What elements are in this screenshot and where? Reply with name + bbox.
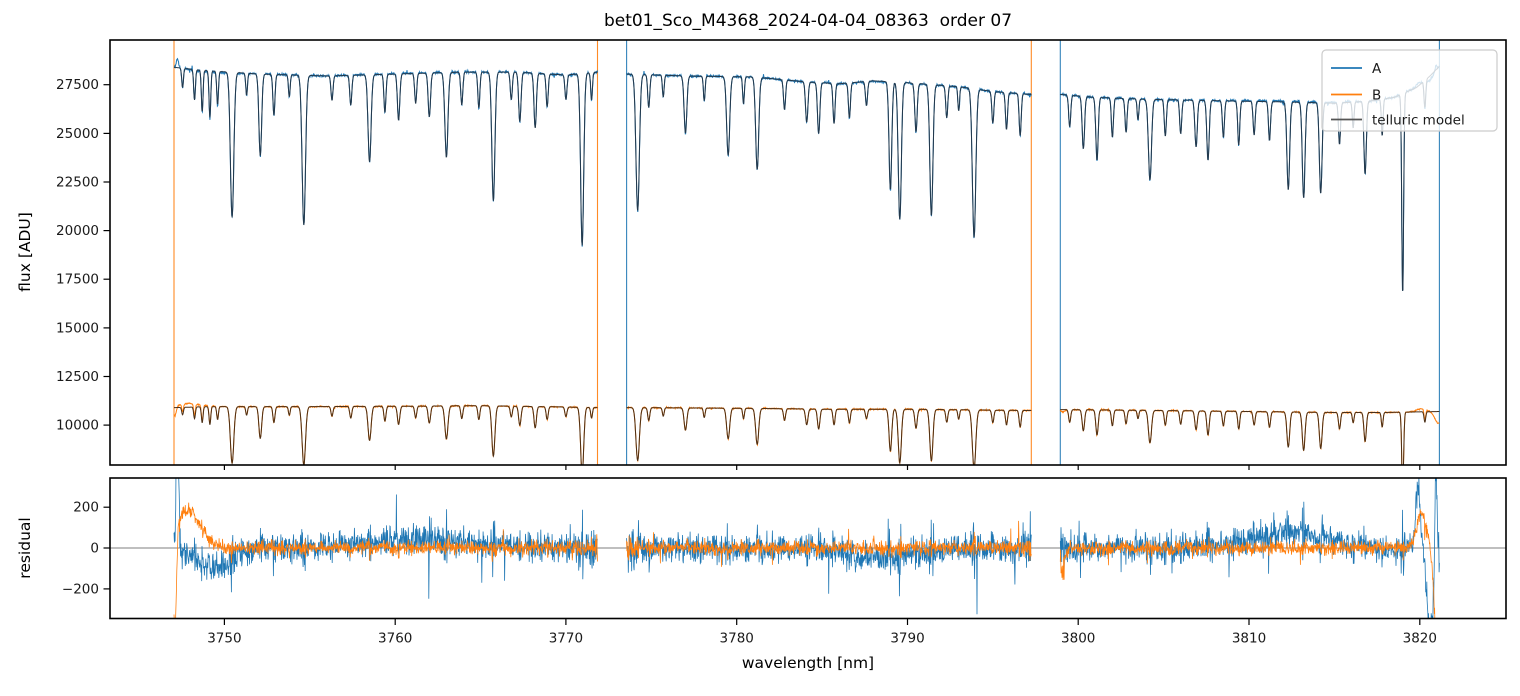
flux-tick-label: 20000 xyxy=(56,223,99,239)
x-tick-label: 3790 xyxy=(890,631,924,647)
telluric-model-trace-b xyxy=(1060,409,1440,465)
flux-tick-label: 25000 xyxy=(56,126,99,142)
residual-b xyxy=(1059,509,1436,619)
residual-panel xyxy=(110,478,1506,619)
flux-axis-label: flux [ADU] xyxy=(16,212,34,292)
x-tick-label: 3760 xyxy=(378,631,412,647)
flux-tick-label: 10000 xyxy=(56,418,99,434)
telluric-model-trace-a xyxy=(173,66,598,246)
telluric-model-trace-b xyxy=(626,407,1032,465)
residual-tick-label: 0 xyxy=(90,541,99,557)
plot-title: bet01_Sco_M4368_2024-04-04_08363 order 0… xyxy=(603,11,1013,31)
x-tick-label: 3800 xyxy=(1061,631,1095,647)
residual-b xyxy=(626,520,1032,567)
tick-labels: 3750 3760 3770 3780 3790 3800 3810 3820 10000 125… xyxy=(56,77,1437,646)
flux-tick-label: 17500 xyxy=(56,272,99,288)
flux-panel xyxy=(173,40,1440,465)
residual-tick-label: 200 xyxy=(73,500,99,516)
x-tick-label: 3820 xyxy=(1403,631,1437,647)
axis-ticks xyxy=(103,84,1421,625)
flux-panel-spines xyxy=(109,39,1507,466)
legend-label: B xyxy=(1372,87,1381,103)
legend-label: telluric model xyxy=(1372,112,1465,128)
x-tick-label: 3770 xyxy=(549,631,583,647)
flux-tick-label: 12500 xyxy=(56,369,99,385)
x-axis-label: wavelength [nm] xyxy=(741,654,875,672)
residual-tick-label: −200 xyxy=(62,581,99,597)
legend-box xyxy=(1321,49,1498,132)
x-tick-label: 3750 xyxy=(207,631,241,647)
residual-b xyxy=(173,502,598,619)
residual-axis-label: residual xyxy=(16,517,34,579)
x-tick-label: 3780 xyxy=(720,631,754,647)
legend-label: A xyxy=(1372,61,1382,77)
telluric-model-trace-a xyxy=(626,73,1032,238)
x-tick-label: 3810 xyxy=(1232,631,1266,647)
flux-tick-label: 15000 xyxy=(56,320,99,336)
flux-tick-label: 27500 xyxy=(56,77,99,93)
telluric-model-trace-b xyxy=(174,405,598,465)
flux-tick-label: 22500 xyxy=(56,175,99,191)
